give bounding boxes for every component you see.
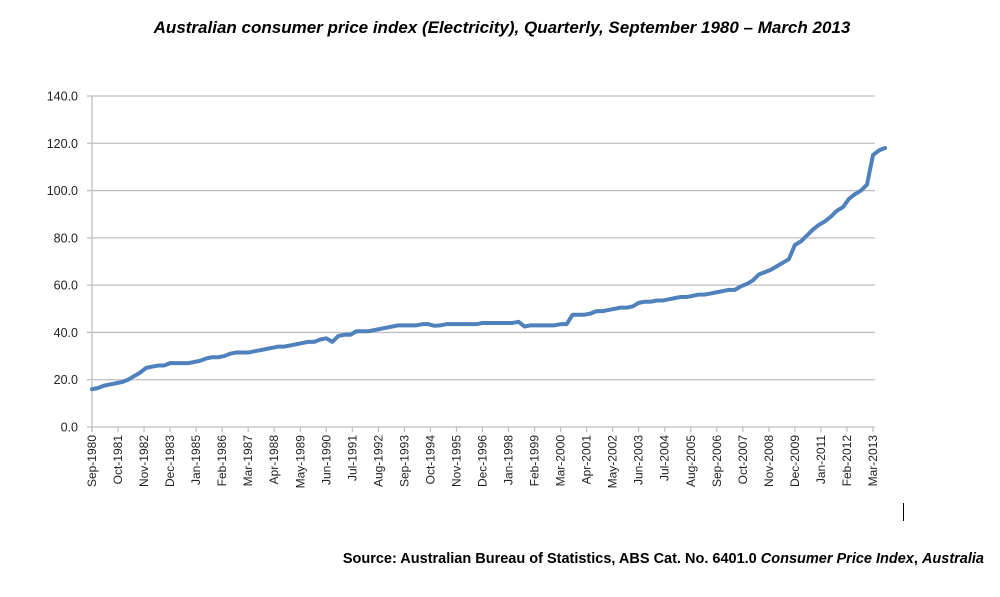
- x-tick-label: Dec-1983: [163, 435, 177, 487]
- x-tick-label: Aug-2005: [684, 435, 698, 487]
- text-cursor: [903, 503, 904, 521]
- x-tick-label: Sep-1980: [85, 435, 99, 487]
- y-tick-label: 60.0: [54, 279, 78, 293]
- x-tick-label: Jun-2003: [632, 435, 646, 485]
- x-tick-label: Jul-1991: [345, 435, 359, 481]
- x-tick-label: Feb-1986: [215, 435, 229, 487]
- source-italic: Consumer Price Index: [760, 551, 914, 567]
- x-tick-label: Apr-2001: [580, 435, 594, 485]
- x-tick-label: May-1989: [293, 435, 307, 489]
- x-tick-label: May-2002: [606, 435, 620, 489]
- x-tick-label: Sep-2006: [710, 435, 724, 487]
- x-tick-label: Oct-1994: [423, 435, 437, 485]
- x-tick-label: Mar-1987: [241, 435, 255, 487]
- y-tick-label: 120.0: [47, 137, 78, 151]
- x-tick-label: Oct-1981: [111, 435, 125, 485]
- x-tick-label: Jul-2004: [658, 435, 672, 481]
- x-tick-label: Jan-2011: [814, 435, 828, 484]
- x-tick-label: Jan-1985: [189, 435, 203, 485]
- source-italic-2: Australia: [921, 551, 984, 567]
- x-tick-label: Nov-2008: [762, 435, 776, 487]
- source-suffix: ,: [913, 551, 922, 567]
- x-tick-label: Dec-1996: [476, 435, 490, 487]
- x-tick-label: Feb-2012: [840, 435, 854, 487]
- y-tick-label: 40.0: [54, 326, 78, 340]
- y-tick-label: 100.0: [47, 184, 78, 198]
- x-tick-label: Apr-1988: [267, 435, 281, 485]
- x-tick-label: Nov-1995: [449, 435, 463, 487]
- source-prefix: Source: Australian Bureau of Statistics,…: [342, 551, 761, 567]
- x-tick-label: Mar-2013: [866, 435, 880, 487]
- x-tick-label: Oct-2007: [736, 435, 750, 485]
- y-tick-label: 80.0: [54, 231, 78, 245]
- x-tick-label: Jun-1990: [319, 435, 333, 485]
- y-tick-label: 0.0: [61, 421, 78, 435]
- x-tick-label: Nov-1982: [137, 435, 151, 487]
- y-tick-label: 140.0: [47, 90, 78, 104]
- x-tick-label: Dec-2009: [788, 435, 802, 487]
- x-tick-label: Jan-1998: [502, 435, 516, 485]
- chart-title: Australian consumer price index (Electri…: [153, 18, 851, 37]
- x-tick-label: Aug-1992: [371, 435, 385, 487]
- source-note: Source: Australian Bureau of Statistics,…: [343, 551, 984, 567]
- series-line: [90, 146, 888, 392]
- x-tick-label: Sep-1993: [397, 435, 411, 487]
- y-tick-label: 20.0: [54, 373, 78, 387]
- x-tick-label: Mar-2000: [554, 435, 568, 487]
- x-tick-label: Feb-1999: [528, 435, 542, 487]
